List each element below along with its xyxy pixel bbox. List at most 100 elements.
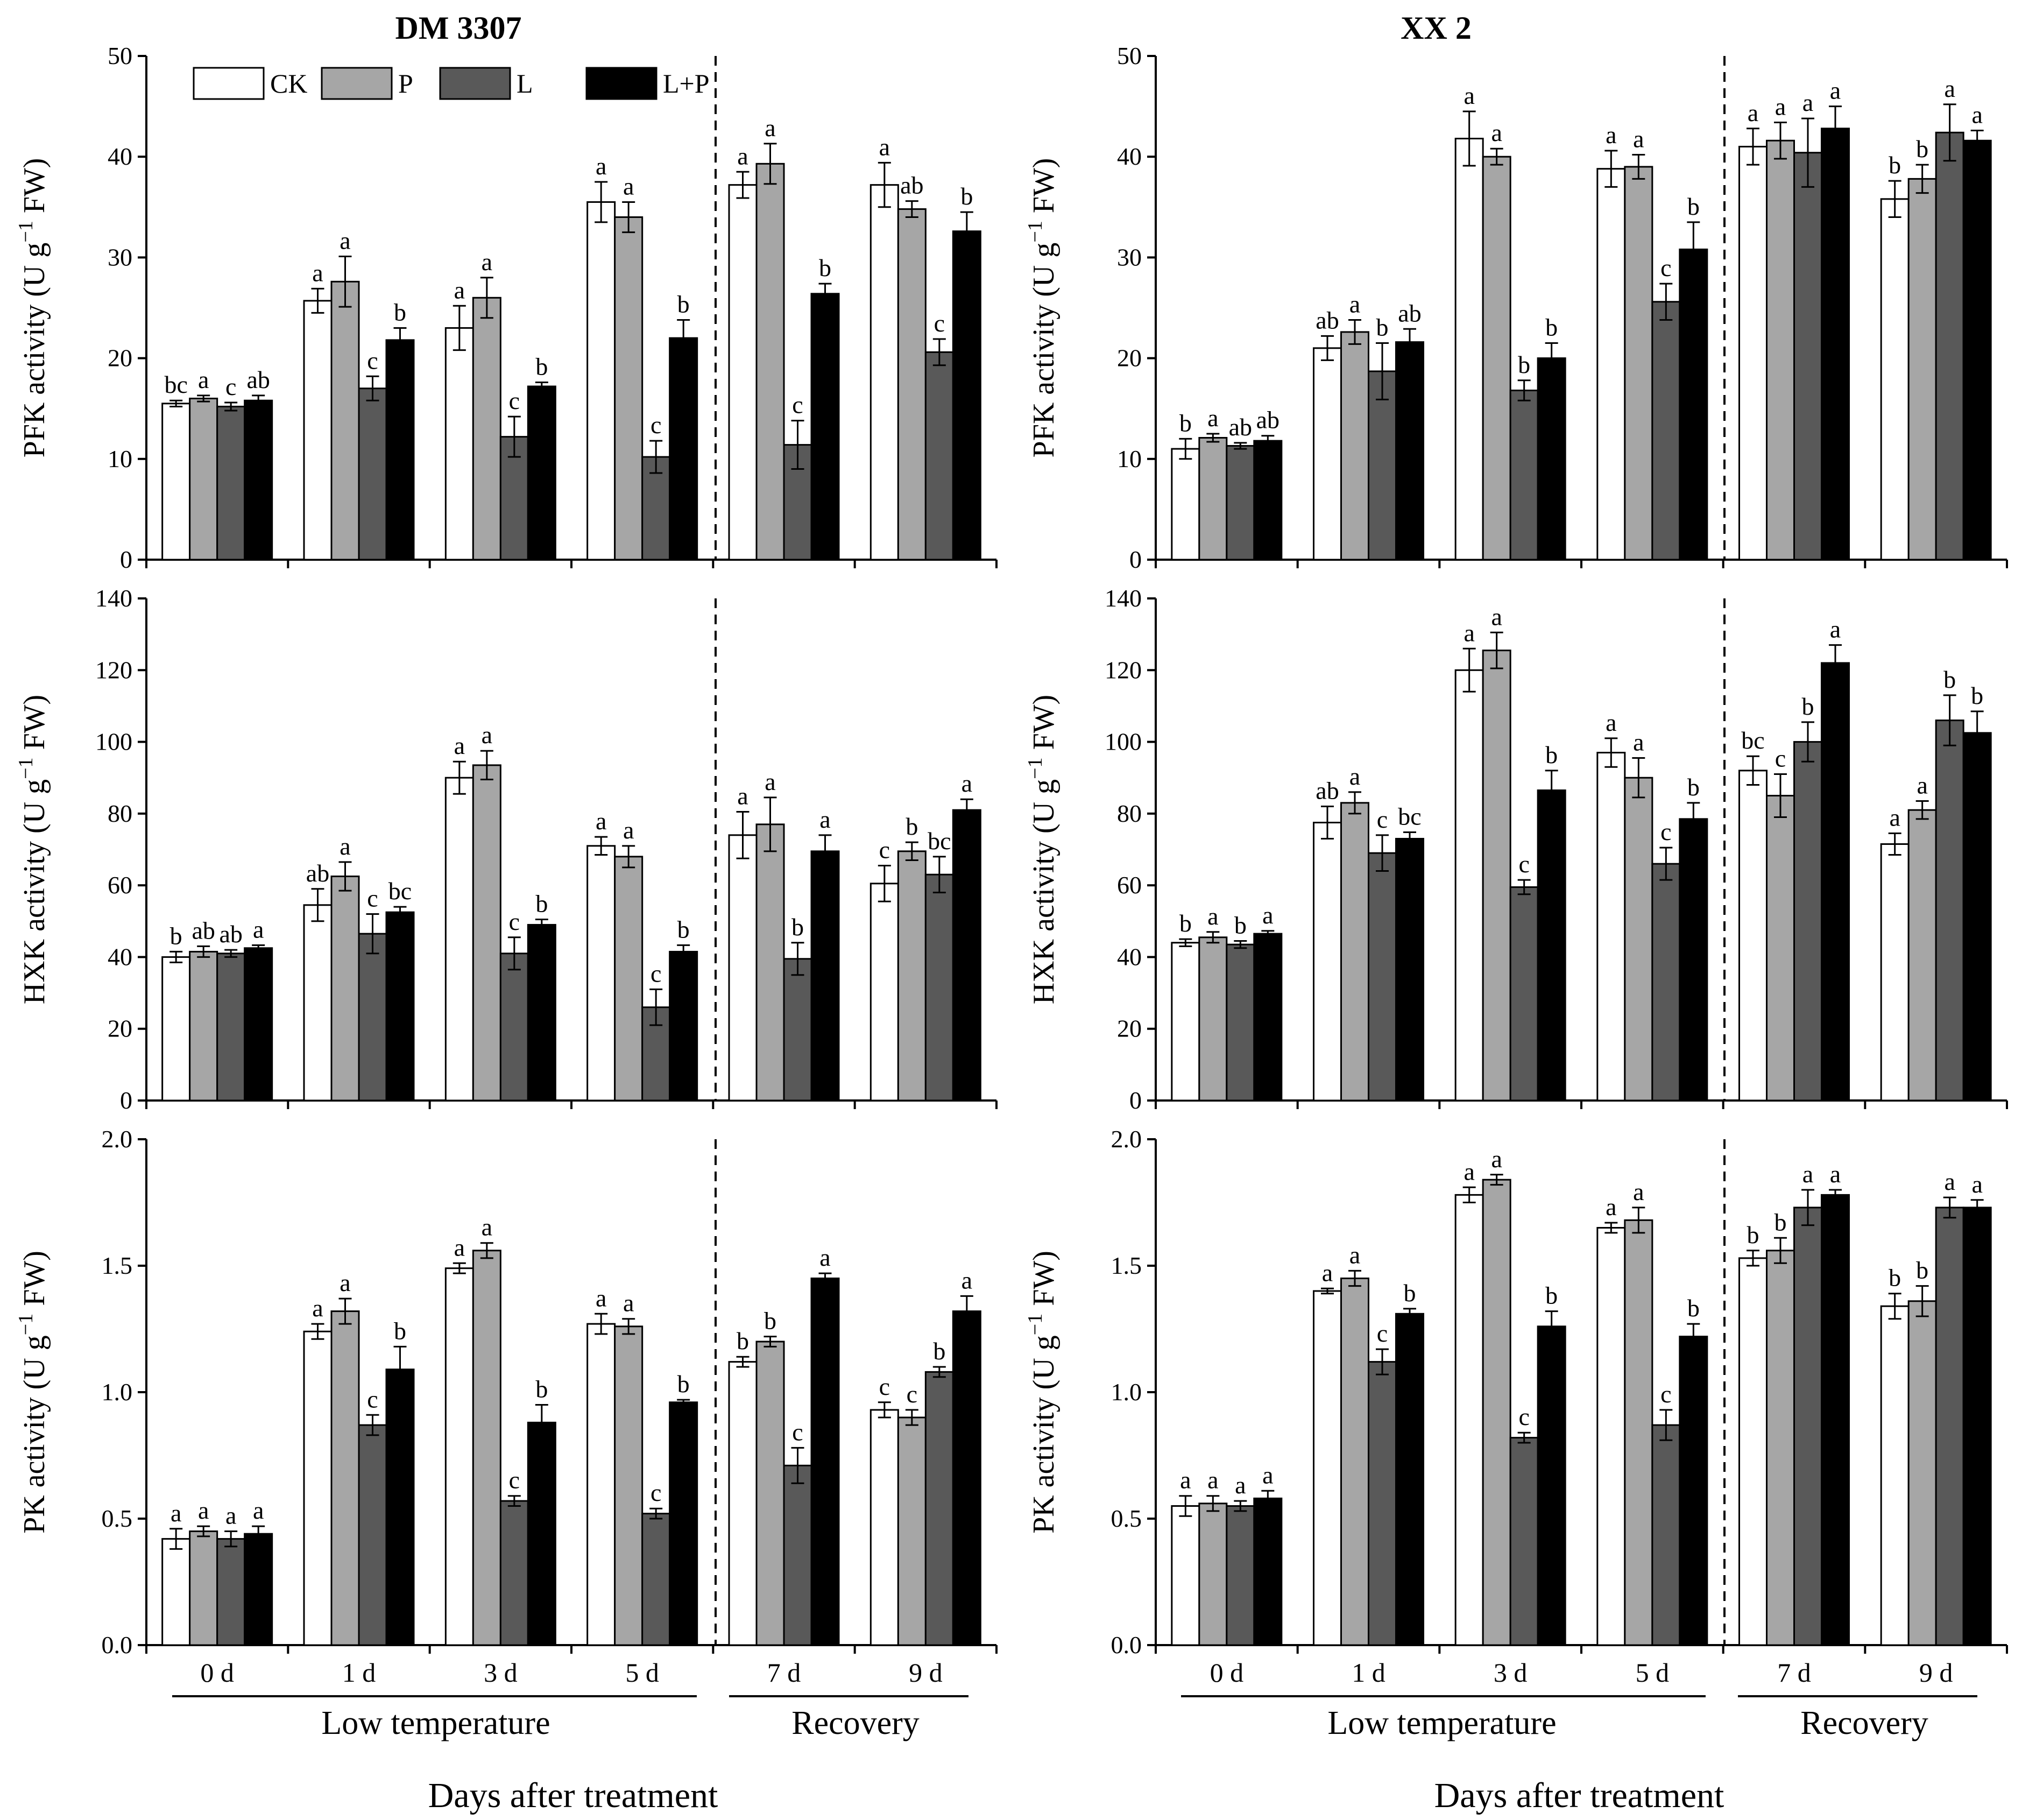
bar-p	[1907, 1300, 1937, 1646]
significance-letter: a	[482, 248, 492, 276]
bar-ck	[1880, 1305, 1910, 1646]
significance-letter: a	[879, 133, 890, 160]
significance-letter: a	[340, 833, 350, 860]
bar-p	[189, 397, 218, 561]
bar-l	[1935, 131, 1964, 561]
y-tick-label: 60	[108, 871, 132, 899]
bar-p	[1482, 650, 1511, 1102]
significance-letter: a	[962, 1266, 972, 1294]
bar-ck	[1454, 1194, 1484, 1646]
bar-ck	[869, 883, 899, 1102]
y-tick-label: 120	[1105, 656, 1142, 683]
bar-l	[1651, 1424, 1681, 1646]
bar-p	[897, 1416, 927, 1646]
y-tick-label: 1.5	[1111, 1252, 1142, 1279]
significance-letter: a	[1606, 121, 1616, 149]
bar-l	[358, 387, 387, 561]
bar-p	[1198, 436, 1228, 561]
significance-letter: b	[535, 1375, 548, 1403]
y-tick-label: 20	[1117, 344, 1142, 372]
significance-letter: c	[879, 836, 890, 863]
y-tick-label: 50	[108, 42, 132, 69]
significance-letter: a	[1491, 1145, 1502, 1173]
significance-letter: a	[596, 1284, 606, 1311]
significance-letter: b	[1889, 151, 1901, 179]
panel-title: XX 2	[1401, 10, 1472, 46]
bar-p	[755, 163, 785, 561]
significance-letter: c	[509, 908, 520, 935]
bar-ck	[1171, 942, 1200, 1102]
significance-letter: a	[1322, 1259, 1333, 1286]
bar-lpp	[1821, 1194, 1850, 1646]
panel-xx-2-pk: 0.0 0.5 1.0 1.5 2.0 PK activity (U g−1 FW) 0 d…	[1024, 1125, 2008, 1688]
bar-lpp	[669, 950, 698, 1102]
significance-letter: ab	[1398, 299, 1421, 327]
bar-ck	[1596, 752, 1626, 1102]
significance-letter: a	[1830, 77, 1841, 104]
bar-ck	[1313, 822, 1342, 1102]
significance-letter: a	[1262, 901, 1273, 929]
panel-xx-2-hxk: 0 20 40 60 80 100 120 140 HXK activity (U g−1 FW…	[1024, 584, 2008, 1114]
bar-lpp	[385, 911, 415, 1102]
significance-letter: a	[1207, 404, 1218, 432]
bar-p	[189, 950, 218, 1102]
group-label-low-temperature: Low temperature	[1327, 1705, 1556, 1741]
significance-letter: b	[1545, 314, 1558, 341]
y-tick-label: 100	[1105, 728, 1142, 756]
significance-letter: a	[1802, 1160, 1813, 1188]
bar-ck	[444, 327, 474, 561]
significance-letter: a	[1349, 1241, 1360, 1268]
significance-letter: ab	[1256, 406, 1279, 434]
bar-p	[330, 1310, 360, 1646]
y-tick-label: 140	[95, 584, 132, 612]
bar-lpp	[952, 230, 981, 561]
significance-letter: a	[171, 1499, 181, 1527]
significance-letter: a	[1464, 82, 1474, 109]
significance-letter: a	[454, 1233, 465, 1261]
bar-ck	[1171, 448, 1200, 561]
bar-l	[1226, 943, 1255, 1102]
significance-letter: a	[1971, 101, 1982, 129]
panel-dm-3307-pfk: 0 10 20 30 40 50 PFK activity (U g−1 FW) DM 330…	[15, 10, 998, 573]
significance-letter: c	[1660, 818, 1671, 845]
significance-letter: a	[482, 721, 492, 749]
y-tick-label: 1.0	[102, 1378, 133, 1406]
bar-p	[1766, 795, 1795, 1102]
x-category-label: 3 d	[484, 1657, 518, 1688]
bar-l	[1509, 886, 1539, 1102]
y-tick-label: 30	[1117, 243, 1142, 271]
bar-ck	[586, 201, 616, 561]
bar-p	[755, 1341, 785, 1646]
legend: CK P L L+P	[193, 67, 710, 100]
significance-letter: a	[1491, 603, 1502, 630]
y-tick-label: 20	[108, 1015, 132, 1042]
group-label-recovery: Recovery	[791, 1705, 920, 1741]
bar-p	[755, 823, 785, 1102]
significance-letter: a	[1262, 1461, 1273, 1489]
significance-letter: b	[677, 1370, 690, 1398]
y-tick-label: 0	[120, 546, 132, 573]
bar-p	[472, 297, 501, 561]
bar-lpp	[1679, 1336, 1708, 1646]
significance-letter: a	[482, 1214, 492, 1241]
y-tick-label: 140	[1105, 584, 1142, 612]
significance-letter: b	[737, 1327, 749, 1355]
significance-letter: a	[1207, 1466, 1218, 1494]
y-tick-label: 2.0	[1111, 1125, 1142, 1153]
bar-lpp	[1253, 933, 1283, 1102]
bar-ck	[1880, 843, 1910, 1102]
bar-lpp	[244, 399, 273, 561]
significance-letter: a	[596, 152, 606, 180]
x-category-label: 3 d	[1494, 1657, 1528, 1688]
significance-letter: b	[535, 890, 548, 917]
y-tick-label: 0	[1129, 546, 1142, 573]
y-tick-label: 40	[1117, 943, 1142, 970]
y-tick-label: 40	[1117, 143, 1142, 170]
significance-letter: a	[1464, 619, 1474, 646]
y-axis-title: PFK activity (U g−1 FW)	[1024, 158, 1061, 458]
significance-letter: a	[819, 1244, 830, 1271]
bar-p	[1198, 936, 1228, 1102]
significance-letter: b	[1943, 666, 1956, 693]
significance-letter: a	[765, 768, 775, 795]
significance-letter: a	[1944, 1168, 1955, 1195]
